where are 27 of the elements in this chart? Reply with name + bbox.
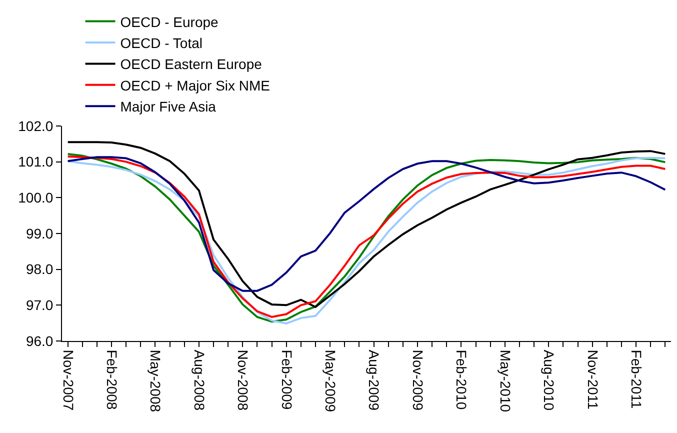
legend-label: OECD - Europe [120,14,219,30]
legend-label: OECD + Major Six NME [120,77,270,94]
x-tick-label: Aug-2008 [191,350,208,411]
x-tick-label: Nov-2008 [235,350,252,411]
x-tick-label: May-2009 [322,350,339,412]
x-tick-label: Feb-2008 [104,350,120,410]
x-tick-label: Nov-2011 [584,350,601,410]
y-tick-label: 97.0 [26,297,54,314]
x-tick-label: Feb-2011 [628,350,644,409]
y-tick-label: 100.0 [18,190,54,206]
y-tick-label: 96.0 [26,332,54,349]
x-tick-label: Nov-2009 [410,350,426,411]
x-tick-label: Feb-2010 [454,350,470,410]
y-tick-label: 99.0 [26,225,54,242]
legend-label: OECD Eastern Europe [120,56,262,72]
x-tick-label: May-2008 [148,350,164,412]
x-tick-label: Feb-2009 [278,350,295,410]
legend-label: OECD - Total [120,34,202,51]
x-tick-label: May-2010 [497,350,514,412]
legend-label: Major Five Asia [120,98,216,115]
x-tick-label: Aug-2009 [366,350,382,411]
y-tick-label: 98.0 [26,261,54,278]
x-tick-label: Nov-2007 [60,350,76,411]
y-tick-label: 101.0 [18,154,54,170]
y-tick-label: 102.0 [18,118,54,134]
x-tick-label: Aug-2010 [541,350,558,411]
line-series [66,156,666,292]
